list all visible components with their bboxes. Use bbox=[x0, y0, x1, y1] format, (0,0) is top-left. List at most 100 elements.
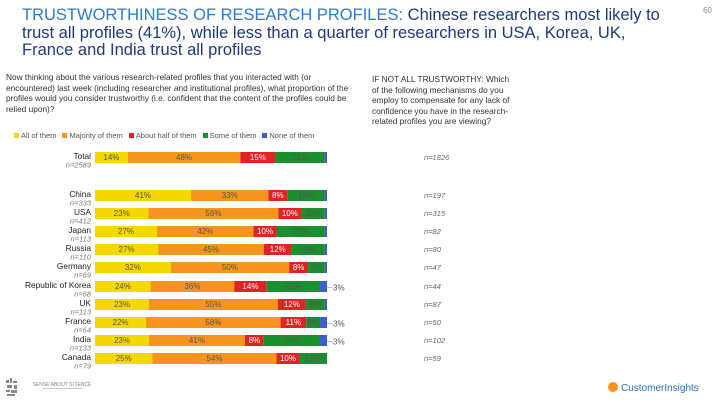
data-label: 6% bbox=[307, 318, 319, 327]
legend-swatch bbox=[128, 133, 134, 138]
data-label: 27% bbox=[118, 227, 134, 236]
category-label: USA bbox=[74, 207, 92, 217]
followup-sample-size: n=59 bbox=[424, 354, 442, 363]
page-title: TRUSTWORTHINESS OF RESEARCH PROFILES: Ch… bbox=[22, 6, 672, 60]
sample-size-label: n=412 bbox=[70, 217, 92, 226]
bar-segment bbox=[319, 335, 327, 346]
legend-swatch bbox=[14, 133, 19, 138]
data-label: 10% bbox=[280, 354, 296, 363]
bar-segment bbox=[320, 281, 327, 292]
sample-size-label: n=64 bbox=[74, 326, 91, 335]
bar-segment bbox=[306, 317, 321, 328]
bar-segment bbox=[276, 353, 300, 364]
bar-segment bbox=[95, 262, 171, 273]
legend-swatch bbox=[62, 133, 68, 138]
outside-data-label: 3% bbox=[333, 284, 345, 293]
bar-segment bbox=[289, 262, 309, 273]
bar-segment bbox=[150, 281, 235, 292]
category-label: Canada bbox=[62, 352, 91, 362]
data-label: 23% bbox=[285, 282, 301, 291]
legend-label: None of them bbox=[269, 131, 315, 140]
data-label: 16% bbox=[298, 191, 314, 200]
leader-line bbox=[326, 340, 334, 343]
bar-segment bbox=[280, 317, 307, 328]
legend-label: Majority of them bbox=[69, 131, 123, 140]
logo-dot-icon bbox=[608, 382, 618, 392]
bar-segment bbox=[234, 281, 267, 292]
bar-segment bbox=[127, 152, 241, 163]
bar-segment bbox=[170, 262, 290, 273]
sample-size-label: n=68 bbox=[74, 290, 92, 299]
data-label: 12% bbox=[305, 354, 321, 363]
bar-segment bbox=[275, 152, 325, 163]
bar-segment bbox=[95, 353, 153, 364]
followup-sample-size: n=102 bbox=[424, 336, 446, 345]
followup-sample-size: n=82 bbox=[424, 227, 442, 236]
bar-segment bbox=[324, 262, 327, 273]
data-label: 15% bbox=[250, 153, 266, 162]
bar-segment bbox=[308, 262, 325, 273]
category-label: Total bbox=[73, 151, 91, 161]
sample-size-label: n=79 bbox=[74, 362, 92, 371]
legend-label: Some of them bbox=[209, 131, 257, 140]
followup-sample-size: n=50 bbox=[424, 318, 442, 327]
bar-segment bbox=[240, 152, 276, 163]
data-label: 23% bbox=[114, 300, 130, 309]
followup-sample-size: n=197 bbox=[424, 191, 446, 200]
bar-segment bbox=[320, 317, 327, 328]
bar-segment bbox=[95, 190, 192, 201]
data-label: 33% bbox=[222, 191, 238, 200]
category-label: India bbox=[73, 334, 91, 344]
data-label: 55% bbox=[205, 300, 221, 309]
legend-item: None of them bbox=[262, 131, 314, 140]
bar-segment bbox=[157, 226, 254, 237]
bar-segment bbox=[152, 353, 277, 364]
category-label: Japan bbox=[68, 225, 91, 235]
followup-sample-size: n=80 bbox=[424, 245, 442, 254]
data-label: 56% bbox=[205, 209, 221, 218]
leader-line bbox=[326, 322, 334, 325]
survey-question: Now thinking about the various research-… bbox=[6, 72, 349, 114]
bar-segment bbox=[95, 281, 151, 292]
followup-sample-size: n=47 bbox=[424, 263, 442, 272]
bar-segment bbox=[263, 244, 292, 255]
sample-size-label: n=333 bbox=[70, 199, 92, 208]
bar-segment bbox=[277, 299, 306, 310]
bar-segment bbox=[324, 244, 327, 255]
bar-segment bbox=[324, 190, 327, 201]
data-label: 54% bbox=[206, 354, 222, 363]
data-label: 14% bbox=[242, 282, 258, 291]
data-label: 21% bbox=[293, 227, 309, 236]
bar-segment bbox=[324, 208, 327, 219]
sample-size-label: n=113 bbox=[70, 235, 91, 244]
bar-segment bbox=[95, 208, 149, 219]
logo-text: CustomerInsights bbox=[621, 383, 699, 394]
bar-segment bbox=[191, 190, 269, 201]
sample-size-label: n=113 bbox=[70, 308, 91, 317]
data-label: 24% bbox=[115, 282, 131, 291]
bar-segment bbox=[324, 226, 327, 237]
bar-segment bbox=[244, 335, 264, 346]
bar-segment bbox=[95, 317, 147, 328]
data-label: 8% bbox=[249, 336, 261, 345]
data-label: 22% bbox=[113, 318, 129, 327]
bar-segment bbox=[148, 335, 245, 346]
data-label: 45% bbox=[203, 245, 219, 254]
outside-data-label: 3% bbox=[333, 320, 345, 329]
chart-legend: All of them Majority of them About half of… bbox=[14, 131, 320, 140]
bar-segment bbox=[95, 244, 159, 255]
data-label: 14% bbox=[103, 153, 119, 162]
bar-segment bbox=[253, 226, 277, 237]
data-label: 8% bbox=[310, 300, 322, 309]
bar-segment bbox=[287, 190, 325, 201]
legend-item: Some of them bbox=[202, 131, 257, 140]
leader-line bbox=[326, 286, 334, 289]
legend-item: About half of them bbox=[128, 131, 197, 140]
data-label: 41% bbox=[135, 191, 151, 200]
data-label: 36% bbox=[184, 282, 200, 291]
category-label: France bbox=[65, 316, 91, 326]
bar-segment bbox=[324, 152, 327, 163]
bar-segment bbox=[95, 299, 149, 310]
title-highlight: TRUSTWORTHINESS OF RESEARCH PROFILES: bbox=[22, 6, 404, 24]
